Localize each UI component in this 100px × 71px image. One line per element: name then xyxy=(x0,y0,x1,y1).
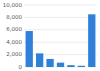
y-tick-label: 4,000 xyxy=(6,39,22,45)
bars xyxy=(26,14,96,67)
grid-line xyxy=(24,17,97,18)
bar xyxy=(67,65,74,67)
bar xyxy=(26,31,33,67)
y-tick-label: 2,000 xyxy=(6,51,22,57)
y-tick-label: 6,000 xyxy=(6,26,22,32)
bar xyxy=(57,63,64,67)
y-tick-label: 8,000 xyxy=(6,14,22,20)
y-tick-label: 10,000 xyxy=(3,2,23,8)
y-ticks: 0 2,000 4,000 6,000 8,000 10,000 xyxy=(3,2,23,70)
grid-line xyxy=(24,42,97,43)
bar xyxy=(88,14,95,67)
grid-line xyxy=(24,5,97,6)
chart: 0 2,000 4,000 6,000 8,000 10,000 xyxy=(0,0,100,71)
grid-line xyxy=(24,54,97,55)
grid xyxy=(24,5,97,67)
grid-line xyxy=(24,29,97,30)
bar xyxy=(78,66,85,67)
bar xyxy=(46,59,53,67)
y-tick-label: 0 xyxy=(19,64,23,70)
bar xyxy=(36,53,43,67)
